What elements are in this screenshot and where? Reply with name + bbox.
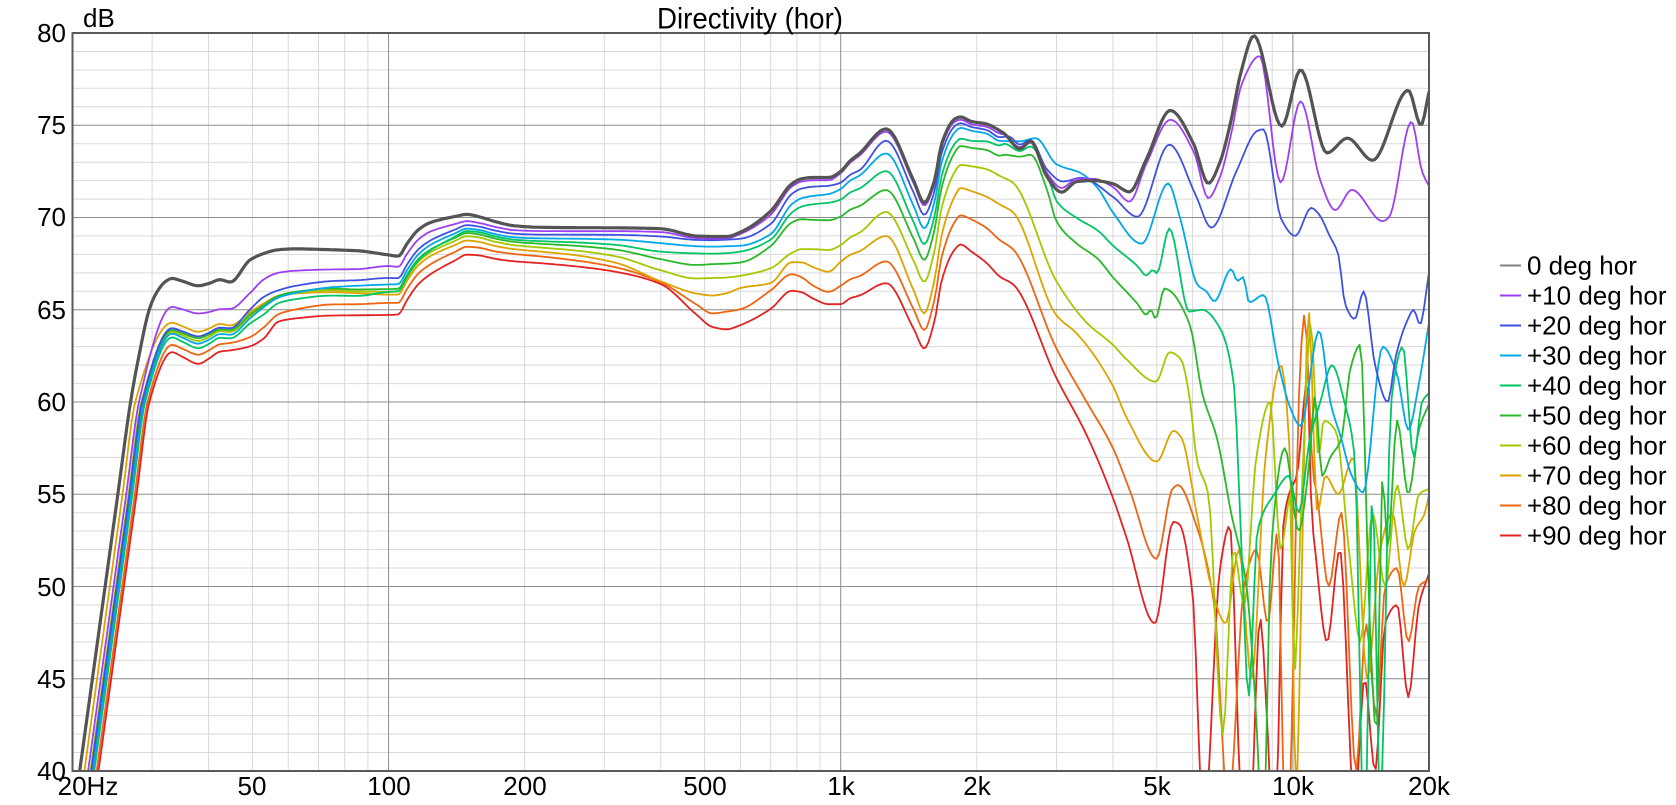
svg-text:+30 deg hor: +30 deg hor: [1527, 341, 1667, 371]
svg-text:55: 55: [37, 479, 66, 509]
svg-text:dB: dB: [83, 3, 115, 33]
svg-text:500: 500: [683, 771, 726, 800]
svg-text:+40 deg hor: +40 deg hor: [1527, 371, 1667, 401]
svg-text:80: 80: [37, 18, 66, 48]
svg-text:65: 65: [37, 295, 66, 325]
svg-text:200: 200: [503, 771, 546, 800]
svg-text:70: 70: [37, 202, 66, 232]
svg-text:+70 deg hor: +70 deg hor: [1527, 461, 1667, 491]
svg-text:+50 deg hor: +50 deg hor: [1527, 401, 1667, 431]
svg-text:20k: 20k: [1408, 771, 1451, 800]
svg-text:20Hz: 20Hz: [58, 771, 119, 800]
svg-text:2k: 2k: [963, 771, 991, 800]
svg-text:1k: 1k: [827, 771, 855, 800]
svg-text:Directivity (hor): Directivity (hor): [657, 3, 843, 36]
svg-text:+20 deg hor: +20 deg hor: [1527, 311, 1667, 341]
svg-text:10k: 10k: [1272, 771, 1315, 800]
svg-text:+90 deg hor: +90 deg hor: [1527, 521, 1667, 551]
svg-text:+10 deg hor: +10 deg hor: [1527, 281, 1667, 311]
svg-text:100: 100: [367, 771, 410, 800]
svg-text:60: 60: [37, 387, 66, 417]
svg-text:40: 40: [37, 756, 66, 786]
svg-text:+60 deg hor: +60 deg hor: [1527, 431, 1667, 461]
svg-text:45: 45: [37, 664, 66, 694]
svg-text:75: 75: [37, 110, 66, 140]
svg-text:50: 50: [37, 572, 66, 602]
svg-text:+80 deg hor: +80 deg hor: [1527, 491, 1667, 521]
svg-text:50: 50: [238, 771, 267, 800]
svg-text:0 deg hor: 0 deg hor: [1527, 251, 1637, 281]
svg-text:5k: 5k: [1143, 771, 1171, 800]
